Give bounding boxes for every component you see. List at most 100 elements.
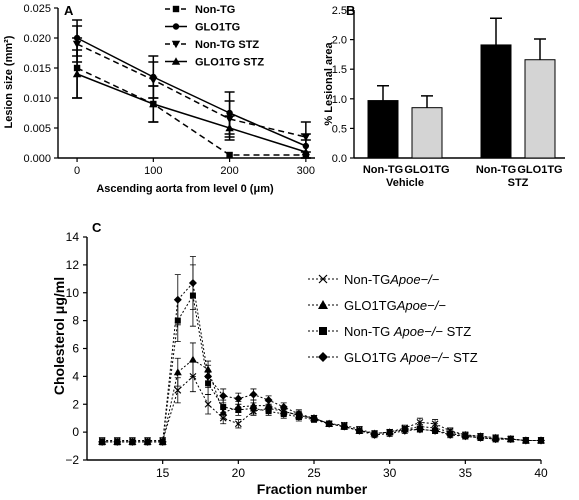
data-point (234, 394, 243, 403)
bar (480, 44, 512, 159)
data-point (149, 76, 158, 85)
data-point (128, 437, 137, 446)
y-tick-label: 0.000 (23, 153, 51, 165)
y-tick-label: 2 (72, 397, 79, 411)
legend-label: Non-TG Apoe−/− STZ (344, 324, 471, 339)
data-point (204, 400, 212, 408)
data-point (415, 425, 424, 434)
legend-marker (171, 40, 181, 49)
panel-label: C (92, 220, 102, 235)
legend-marker (172, 23, 180, 30)
y-tick-label: 2.0 (332, 35, 347, 47)
series-line (76, 73, 307, 153)
y-tick-label: 0 (72, 425, 79, 439)
series-line (102, 281, 541, 443)
data-point (98, 437, 107, 446)
data-point (537, 436, 545, 445)
panel-b: B % Lesional area 0.00.51.01.52.02.5Non-… (323, 3, 565, 189)
data-point (219, 391, 228, 400)
data-point (355, 426, 364, 435)
y-axis-label: Lesion size (mm²) (3, 35, 15, 128)
legend-label: GLO1TG (195, 22, 240, 34)
x-axis-label: Ascending aorta from level 0 (μm) (96, 183, 274, 195)
data-point (370, 430, 379, 439)
x-tick-label: 30 (383, 466, 397, 480)
y-tick-label: 0.005 (23, 123, 51, 135)
series-1: GLO1TG (72, 19, 311, 159)
legend-label: GLO1TGApoe−/− (344, 298, 446, 313)
y-axis-label: Cholesterol μg/ml (51, 277, 67, 395)
y-tick-label: 8 (72, 314, 79, 328)
error-bar (421, 95, 433, 108)
x-tick-label: 15 (156, 466, 170, 480)
y-tick-label: 0.015 (23, 63, 51, 75)
x-tick-label: 25 (307, 466, 321, 480)
data-point (173, 368, 182, 376)
data-point (250, 405, 257, 412)
data-point (234, 420, 242, 428)
series-0: Non-TG (72, 4, 310, 159)
legend-label: Non-TG STZ (195, 39, 259, 51)
group-label: Vehicle (386, 177, 424, 189)
x-tick-label: 35 (459, 466, 473, 480)
category-label: Non-TG (476, 164, 516, 176)
legend-marker (319, 327, 327, 335)
data-point (174, 386, 182, 394)
panel-c: C Cholesterol μg/ml Fraction number −2 0 2… (51, 220, 548, 497)
legend-label: Non-TGApoe−/− (344, 272, 440, 287)
bar (411, 107, 443, 159)
y-tick-label: 1.5 (332, 64, 347, 76)
data-point (265, 408, 272, 415)
y-tick-label: 0.010 (23, 93, 51, 105)
data-point (301, 133, 311, 142)
x-tick-label: 200 (220, 165, 238, 177)
data-point (476, 433, 485, 442)
legend-marker (172, 5, 180, 13)
series-line (76, 37, 307, 147)
x-tick-label: 300 (297, 165, 315, 177)
category-label: GLO1TG (517, 164, 562, 176)
data-point (521, 436, 530, 445)
x-tick-label: 40 (534, 466, 548, 480)
error-bar (377, 85, 389, 101)
data-point (113, 437, 122, 446)
data-point (72, 69, 82, 78)
data-point (188, 278, 197, 287)
x-tick-label: 20 (232, 466, 246, 480)
y-tick-label: 1.0 (332, 94, 347, 106)
y-tick-label: 6 (72, 342, 79, 356)
data-point (294, 410, 303, 419)
error-bar (490, 17, 502, 45)
y-tick-label: 4 (72, 369, 79, 383)
x-tick-label: 100 (144, 165, 162, 177)
data-point (301, 147, 311, 156)
legend-label: GLO1TG STZ (195, 57, 264, 69)
category-label: GLO1TG (404, 164, 449, 176)
legend-marker (318, 352, 328, 362)
data-point (226, 151, 233, 159)
data-point (249, 390, 258, 399)
y-tick-label: 0.025 (23, 3, 51, 15)
series-3: GLO1TG Apoe−/− STZ (98, 256, 545, 446)
data-point (310, 414, 318, 423)
data-point (220, 404, 227, 411)
data-point (158, 437, 167, 446)
category-label: Non-TG (363, 164, 403, 176)
series-line (102, 294, 541, 443)
data-point (385, 429, 394, 438)
series-line (76, 67, 306, 156)
error-bar (534, 38, 546, 60)
data-point (149, 99, 158, 108)
data-point (280, 411, 287, 418)
data-point (225, 123, 234, 132)
y-axis-label: % Lesional area (323, 42, 335, 126)
group-label: STZ (508, 177, 529, 189)
panel-label: A (64, 3, 74, 18)
data-point (204, 372, 213, 381)
data-point (461, 432, 470, 441)
panel-a: A Lesion size (mm²) Ascending aorta from… (3, 3, 315, 195)
data-point (340, 422, 349, 431)
legend-marker (171, 57, 181, 65)
series-3: GLO1TG STZ (72, 49, 311, 159)
data-point (173, 295, 182, 304)
